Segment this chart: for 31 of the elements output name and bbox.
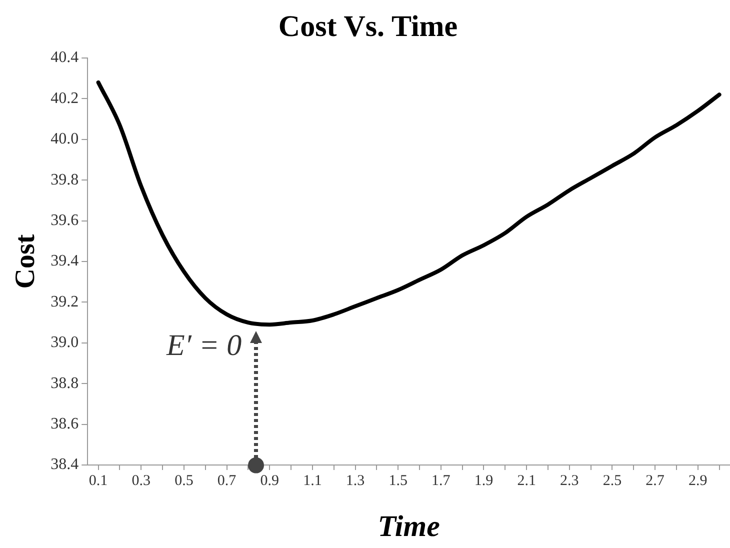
- x-tick-label: 0.9: [260, 472, 279, 489]
- y-tick-label: 39.2: [50, 293, 79, 310]
- annotation: E′ = 0: [166, 328, 242, 362]
- y-tick-label: 39.0: [50, 334, 79, 352]
- line-series: [96, 80, 722, 327]
- y-tick-label: 39.4: [50, 252, 79, 270]
- x-tick-label: 0.7: [217, 472, 237, 489]
- x-tick-label: 1.9: [474, 472, 494, 489]
- x-tick-label: 1.1: [303, 472, 322, 489]
- x-tick-label: 2.9: [688, 472, 708, 489]
- x-tick-label: 0.5: [174, 472, 194, 489]
- y-tick-label: 38.4: [50, 456, 79, 474]
- x-tick-label: 0.1: [88, 472, 108, 489]
- x-tick-label: 2.3: [560, 472, 579, 489]
- chart-title: Cost Vs. Time: [278, 10, 458, 43]
- x-tick-label: 1.5: [388, 472, 408, 489]
- y-tick-label: 40.2: [50, 90, 79, 107]
- y-tick-label: 38.8: [50, 374, 79, 392]
- x-tick-label: 2.7: [646, 472, 665, 489]
- y-tick-label: 40.0: [50, 130, 79, 148]
- y-tick-label: 39.8: [50, 171, 79, 188]
- x-tick-label: 0.3: [132, 472, 151, 489]
- x-tick-label: 2.1: [517, 472, 536, 489]
- y-tick-label: 40.4: [50, 49, 79, 66]
- x-tick-label: 1.3: [346, 472, 365, 489]
- x-tick-label: 1.7: [432, 472, 451, 489]
- y-axis-title: Cost: [10, 234, 42, 289]
- x-tick-label: 2.5: [602, 472, 622, 489]
- x-axis-title: Time: [378, 510, 440, 543]
- y-tick-label: 38.6: [50, 416, 79, 433]
- y-tick-label: 39.6: [50, 212, 79, 230]
